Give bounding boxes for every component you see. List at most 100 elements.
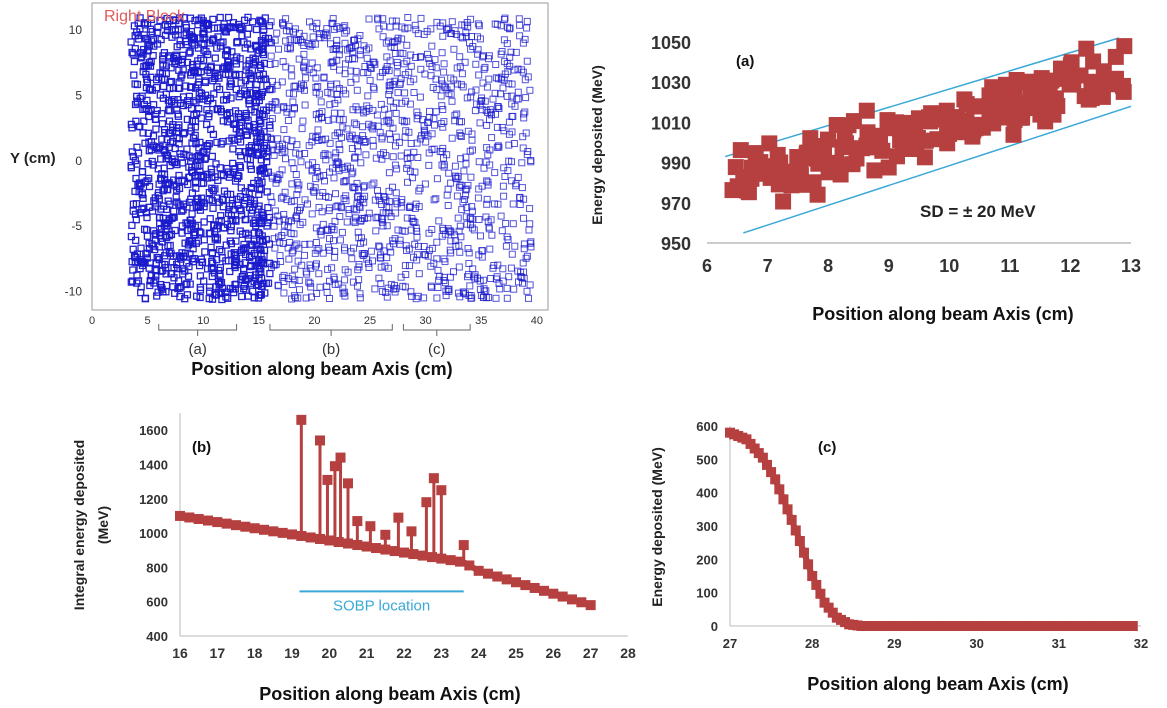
scatter-y-point	[347, 78, 355, 86]
scatter-y-point	[211, 185, 219, 193]
panel-b-y-tick-label: 1600	[139, 423, 168, 438]
scatter-y-point	[440, 68, 448, 76]
scatter-y-point	[305, 161, 313, 169]
scatter-y-point	[248, 241, 256, 250]
scatter-y-point	[247, 142, 256, 150]
scatter-y-point	[342, 197, 350, 205]
panel-b-point	[184, 512, 195, 523]
scatter-y-point	[493, 143, 501, 151]
scatter-y-point	[191, 16, 199, 25]
scatter-y-region-label: (b)	[322, 341, 340, 358]
scatter-y-point	[268, 115, 276, 123]
scatter-y-point	[523, 17, 531, 25]
scatter-y-point	[234, 110, 243, 118]
scatter-y-point	[279, 273, 287, 281]
scatter-y-point	[130, 71, 138, 79]
scatter-y-x-tick-label: 15	[253, 315, 265, 327]
scatter-y-point	[237, 184, 245, 192]
scatter-y-point	[405, 68, 413, 76]
panel-c-point	[774, 484, 785, 495]
scatter-y-point	[407, 140, 415, 147]
scatter-y-point	[178, 222, 186, 230]
scatter-y-point	[147, 15, 156, 24]
scatter-y-point	[432, 195, 440, 203]
scatter-y-point	[319, 189, 327, 196]
panel-a-point	[775, 193, 792, 210]
scatter-y-point	[375, 242, 383, 250]
scatter-y-point	[391, 77, 399, 85]
scatter-y-point	[217, 216, 225, 225]
scatter-y-point	[284, 244, 292, 252]
scatter-y-point	[312, 224, 320, 232]
panel-a-point	[1107, 48, 1124, 65]
scatter-y-point	[357, 159, 365, 167]
scatter-y-point	[312, 262, 319, 270]
scatter-y-point	[313, 246, 321, 254]
scatter-y-point	[242, 286, 250, 294]
scatter-y-point	[519, 144, 527, 152]
scatter-y-point	[203, 170, 211, 178]
scatter-y-point	[154, 189, 163, 197]
scatter-y-point	[378, 69, 386, 76]
scatter-y-point	[301, 251, 308, 259]
scatter-y-point	[417, 14, 425, 22]
scatter-y-point	[401, 133, 409, 141]
scatter-y-point	[259, 164, 268, 173]
scatter-y-point	[187, 127, 195, 135]
scatter-y-point	[455, 289, 462, 297]
panel-b-annotation: (b)	[192, 439, 211, 456]
scatter-y-point	[349, 54, 357, 62]
scatter-y-point	[223, 47, 232, 55]
scatter-y-point	[494, 261, 502, 269]
scatter-y-point	[511, 242, 519, 250]
scatter-y-point	[520, 110, 528, 118]
scatter-y-point	[365, 264, 373, 271]
panel-c-point	[790, 525, 801, 536]
scatter-y-point	[196, 138, 204, 147]
scatter-y-point	[372, 214, 380, 222]
panel-b-point	[175, 510, 185, 521]
scatter-y-point	[482, 158, 490, 166]
scatter-y-point	[526, 239, 534, 247]
scatter-y-point	[132, 236, 140, 245]
scatter-y-point	[453, 110, 461, 118]
scatter-y-point	[268, 198, 276, 206]
scatter-y-point	[224, 168, 233, 176]
scatter-y-point	[392, 17, 400, 25]
scatter-y-point	[258, 208, 266, 217]
scatter-y-point	[209, 36, 217, 44]
scatter-y-point	[290, 36, 298, 44]
scatter-y-point	[347, 164, 354, 172]
scatter-y-point	[441, 258, 449, 266]
scatter-y-point	[387, 248, 395, 256]
scatter-y-point	[200, 46, 208, 54]
scatter-y-point	[448, 134, 456, 142]
scatter-y-point	[187, 167, 196, 175]
scatter-y-point	[476, 119, 484, 127]
scatter-y-point	[377, 254, 385, 262]
panel-b-point	[436, 553, 447, 564]
scatter-y-point	[457, 33, 465, 41]
scatter-y-point	[432, 64, 440, 72]
scatter-y-point	[149, 101, 158, 109]
scatter-y-point	[257, 75, 265, 84]
scatter-y-point	[329, 58, 337, 66]
scatter-y-point	[143, 75, 151, 83]
panel-b-y-axis-label-line2: (MeV)	[95, 506, 111, 544]
scatter-y-point	[437, 120, 445, 128]
scatter-y-point	[498, 124, 506, 131]
scatter-y-point	[443, 26, 450, 34]
scatter-y-point	[250, 249, 259, 258]
scatter-y-point	[448, 97, 456, 105]
scatter-y-point	[154, 288, 162, 296]
scatter-y-point	[483, 83, 491, 91]
scatter-y-point	[475, 71, 483, 79]
scatter-y-point	[271, 60, 279, 68]
scatter-y-point	[290, 165, 298, 173]
panel-b-point	[445, 555, 456, 566]
scatter-y-point	[176, 150, 184, 158]
scatter-y-point	[169, 213, 177, 221]
scatter-y-point	[168, 214, 176, 222]
scatter-y-point	[374, 16, 382, 24]
scatter-y-point	[203, 120, 211, 129]
